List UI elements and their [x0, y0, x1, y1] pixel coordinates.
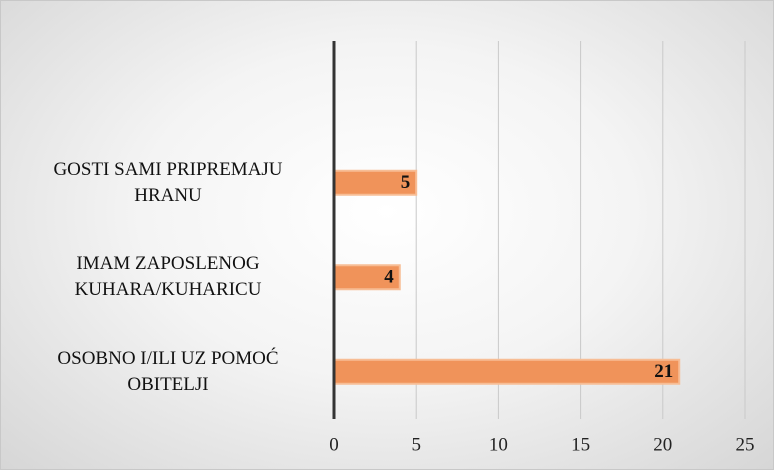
- y-tick-label: IMAM ZAPOSLENOG KUHARA/KUHARICU: [74, 253, 262, 301]
- x-tick-label: 5: [411, 434, 421, 455]
- data-label: 5: [401, 172, 411, 193]
- y-tick-label: GOSTI SAMI PRIPREMAJU HRANU: [53, 158, 283, 206]
- x-tick-label: 10: [489, 434, 508, 455]
- x-tick-label: 20: [653, 434, 672, 455]
- bar: [333, 358, 681, 385]
- x-tick-label: 0: [329, 434, 339, 455]
- bar: [333, 169, 418, 196]
- data-label: 21: [654, 361, 673, 382]
- data-label: 4: [384, 267, 394, 288]
- x-tick-label: 15: [571, 434, 590, 455]
- y-tick-label: OSOBNO I/ILI UZ POMOĆ OBITELJI: [57, 347, 279, 395]
- x-tick-label: 25: [736, 434, 755, 455]
